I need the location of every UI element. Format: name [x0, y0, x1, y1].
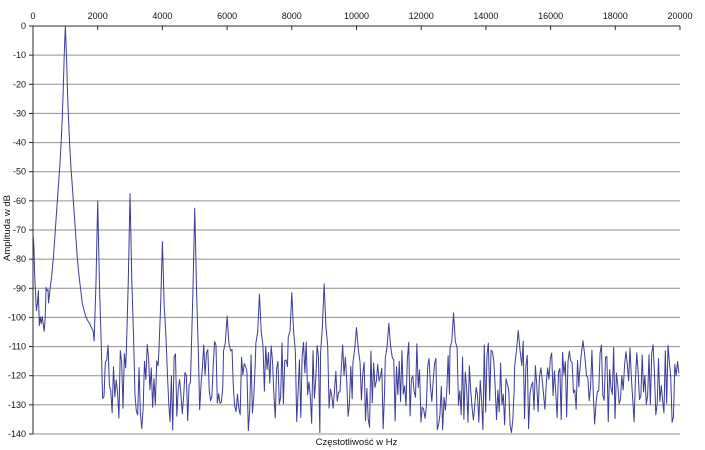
x-tick-label: 14000 [473, 11, 498, 21]
x-tick-label: 20000 [667, 11, 692, 21]
y-tick-label: -40 [13, 138, 26, 148]
y-tick-label: -130 [8, 400, 26, 410]
y-tick-label: -50 [13, 167, 26, 177]
x-tick-label: 2000 [88, 11, 108, 21]
y-tick-label: -110 [9, 342, 26, 352]
x-tick-label: 10000 [344, 11, 369, 21]
x-tick-label: 16000 [538, 11, 563, 21]
y-axis-title: Amplituda w dB [2, 195, 13, 262]
x-tick-label: 8000 [282, 11, 302, 21]
x-tick-label: 12000 [409, 11, 434, 21]
y-tick-label: -80 [13, 254, 26, 264]
x-tick-label: 18000 [603, 11, 628, 21]
x-tick-label: 4000 [152, 11, 172, 21]
x-tick-label: 6000 [217, 11, 237, 21]
y-tick-label: -30 [13, 108, 26, 118]
x-tick-label: 0 [30, 11, 35, 21]
y-tick-label: 0 [21, 21, 26, 31]
y-tick-label: -70 [13, 225, 26, 235]
y-tick-label: -10 [13, 50, 26, 60]
spectrum-trace [32, 25, 680, 434]
y-tick-label: -120 [8, 371, 26, 381]
y-tick-label: -140 [8, 429, 26, 439]
y-tick-label: -100 [8, 312, 26, 322]
y-tick-label: -90 [13, 283, 26, 293]
x-axis-title: Częstotliwość w Hz [315, 437, 398, 448]
y-tick-label: -20 [13, 79, 26, 89]
y-tick-label: -60 [13, 196, 26, 206]
